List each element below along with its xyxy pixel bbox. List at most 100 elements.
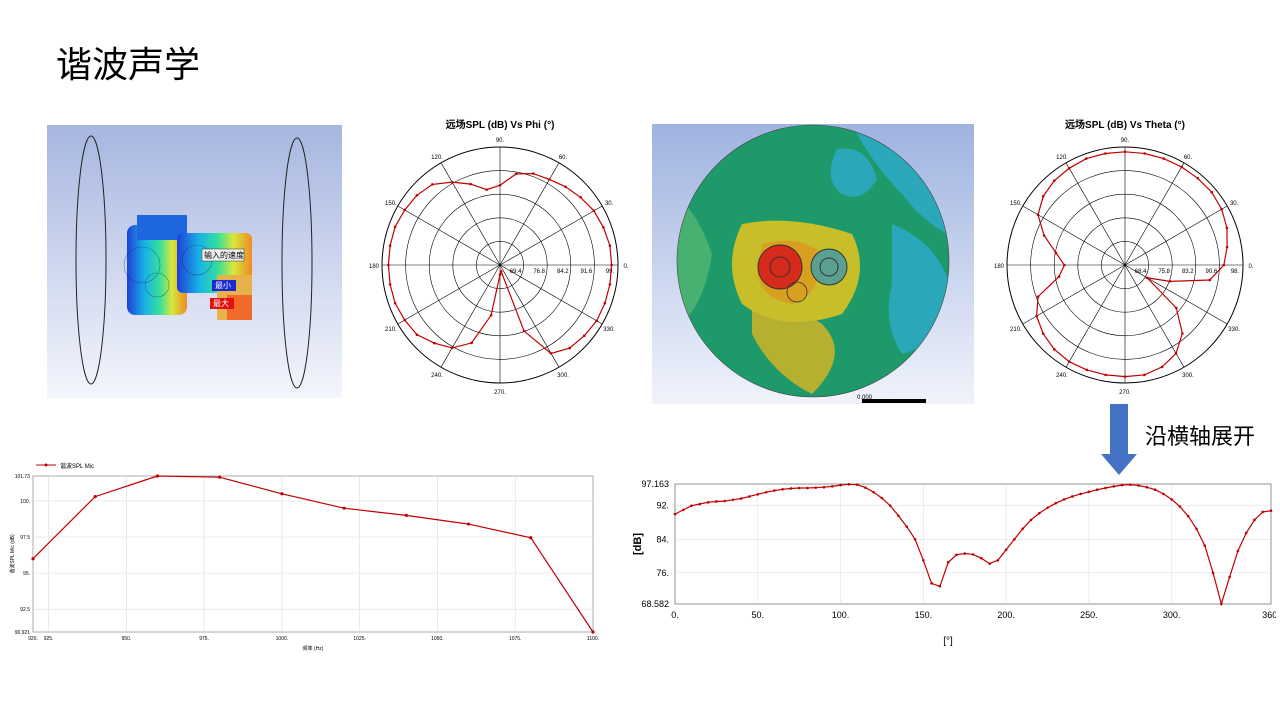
polar-point — [1225, 226, 1229, 230]
contour-image: 0.000 — [652, 124, 974, 404]
polar-angle-tick: 270. — [494, 390, 506, 396]
polar-point — [1054, 251, 1058, 255]
polar-point — [450, 346, 454, 350]
polar-point — [498, 273, 502, 276]
polar-point — [1041, 195, 1045, 198]
x-tick: 150. — [915, 610, 933, 620]
polar-spoke — [499, 264, 560, 368]
data-point — [797, 486, 801, 490]
data-point — [880, 496, 884, 500]
polar-point — [469, 182, 472, 186]
data-point — [1128, 483, 1132, 486]
polar-spoke — [1065, 162, 1126, 266]
y-tick: 84. — [656, 534, 669, 544]
y-tick: 76. — [656, 568, 669, 578]
polar-angle-tick: 120. — [431, 155, 443, 161]
polar-point — [485, 188, 489, 191]
polar-angle-tick: 180 — [994, 264, 1005, 270]
y-tick: 92.5 — [20, 607, 30, 613]
data-point — [1186, 514, 1190, 518]
x-tick: 1000. — [276, 636, 289, 642]
series-line — [32, 475, 594, 633]
polar-point — [415, 333, 419, 336]
polar-point — [1123, 375, 1127, 378]
polar-point — [514, 172, 518, 176]
polar-point — [1143, 373, 1146, 377]
polar-point — [393, 225, 397, 229]
plot-frame — [32, 475, 594, 633]
data-point — [1236, 549, 1240, 553]
polar-point — [499, 269, 503, 273]
polar-title: 远场SPL (dB) Vs Phi (°) — [446, 118, 555, 131]
y-tick: 90.921 — [15, 630, 31, 636]
polar-title: 远场SPL (dB) Vs Theta (°) — [1065, 118, 1185, 131]
polar-radial-tick: 90.6 — [1206, 269, 1218, 275]
unroll-arrow-icon — [1101, 404, 1137, 475]
polar-point — [548, 178, 551, 181]
slide-title: 谐波声学 — [56, 45, 201, 86]
data-point — [1211, 571, 1215, 575]
polar-angle-tick: 240. — [1056, 373, 1068, 379]
x-tick: 360. — [1262, 610, 1276, 620]
data-point — [830, 485, 834, 488]
polar-angle-tick: 330. — [603, 327, 615, 333]
data-point — [1037, 511, 1041, 515]
polar-point — [568, 346, 571, 350]
y-tick: 97.163 — [641, 479, 669, 489]
data-point — [988, 562, 991, 565]
data-point — [1104, 486, 1107, 490]
polar-point — [1042, 234, 1046, 237]
polar-angle-tick: 0. — [1248, 264, 1253, 270]
data-point — [971, 553, 975, 556]
data-point — [690, 504, 693, 507]
data-point — [1162, 492, 1165, 496]
polar-angle-tick: 60. — [1184, 155, 1193, 161]
data-point — [155, 474, 160, 478]
data-point — [698, 502, 702, 506]
data-point — [930, 582, 933, 585]
polar-point — [1067, 360, 1071, 363]
data-point — [979, 556, 983, 560]
x-tick: 1075. — [509, 636, 522, 642]
data-point — [706, 501, 710, 504]
polar-angle-tick: 270. — [1119, 390, 1131, 396]
x-tick: 50. — [752, 610, 765, 620]
polar-point — [387, 263, 390, 267]
polar-point — [1174, 352, 1178, 355]
polar-point — [1225, 245, 1229, 249]
series-line — [674, 483, 1272, 607]
polar-point — [1208, 278, 1212, 282]
model-min-label: 最小 — [215, 281, 231, 290]
data-point — [1054, 501, 1058, 505]
polar-point — [1168, 280, 1172, 283]
data-point — [946, 561, 950, 564]
x-tick: 1025. — [353, 636, 366, 642]
gearbox-model-image: 输入的速度 最小 最大 — [47, 125, 342, 398]
polar-spoke — [1022, 205, 1126, 266]
data-point — [773, 489, 776, 492]
polar-point — [1104, 152, 1107, 155]
legend-marker — [44, 463, 48, 467]
data-point — [1095, 488, 1099, 492]
data-point — [1244, 531, 1248, 535]
data-point — [963, 552, 967, 555]
polar-angle-tick: 300. — [1182, 373, 1194, 379]
polar-point — [1180, 165, 1183, 169]
data-point — [1253, 518, 1256, 522]
polar-angle-tick: 210. — [1010, 327, 1022, 333]
polar-point — [1041, 332, 1045, 335]
data-point — [1079, 492, 1082, 496]
polar-phi-chart: 远场SPL (dB) Vs Phi (°) 0. 30. 60. 90. 120. 150.… — [369, 118, 629, 396]
polar-radial-tick: 91.6 — [581, 269, 593, 275]
polar-point — [1036, 213, 1040, 217]
polar-point — [608, 283, 612, 286]
data-point — [739, 497, 743, 500]
data-point — [591, 630, 595, 634]
data-point — [342, 506, 346, 510]
polar-spoke — [499, 264, 603, 325]
data-point — [93, 495, 97, 499]
data-point — [1029, 518, 1033, 522]
data-point — [806, 486, 809, 490]
data-point — [1087, 490, 1091, 494]
data-point — [781, 488, 784, 491]
